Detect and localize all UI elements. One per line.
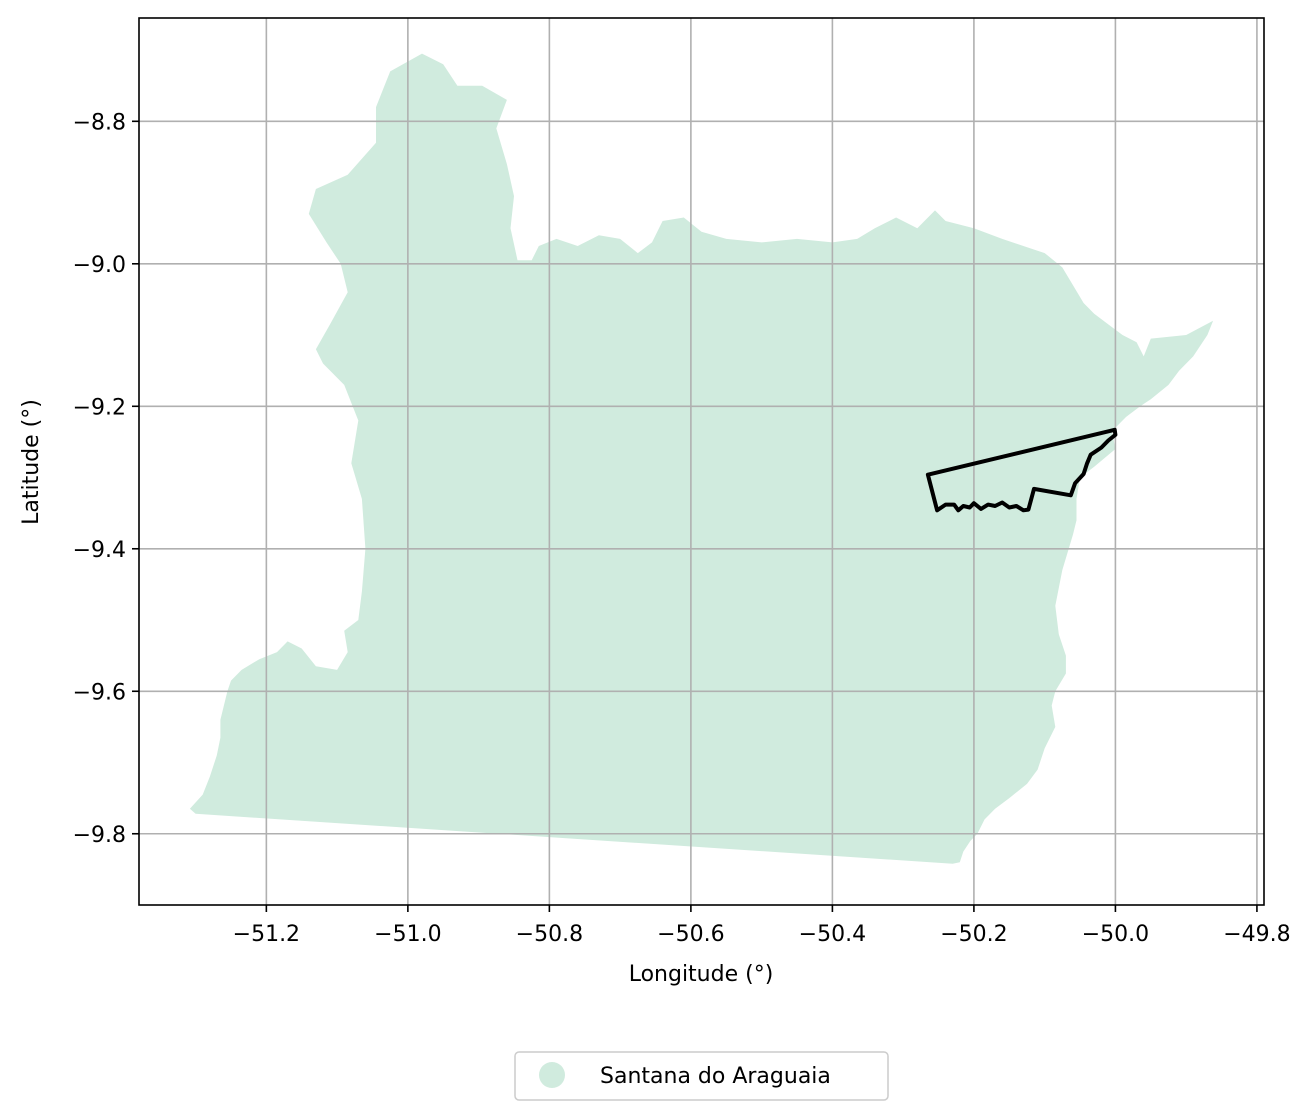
plot-area xyxy=(138,17,1265,906)
x-axis-label: Longitude (°) xyxy=(629,962,774,987)
y-tick-label: −9.0 xyxy=(73,253,126,278)
x-tick-label: −51.2 xyxy=(233,922,300,947)
y-tick-label: −8.8 xyxy=(73,110,126,135)
legend: Santana do Araguaia xyxy=(514,1051,889,1101)
y-tick-label: −9.6 xyxy=(73,680,126,705)
region-santana-do-araguaia xyxy=(189,53,1214,864)
x-tick-label: −50.4 xyxy=(799,922,866,947)
x-tick-label: −50.8 xyxy=(516,922,583,947)
legend-box xyxy=(514,1051,889,1101)
boundary-outline xyxy=(925,427,1118,513)
x-tick-label: −50.2 xyxy=(940,922,1007,947)
plot-frame xyxy=(138,17,1265,906)
region-layer xyxy=(189,53,1214,864)
y-tick-label: −9.4 xyxy=(73,538,126,563)
x-tick-label: −49.8 xyxy=(1223,922,1290,947)
legend-label-santana-do-araguaia: Santana do Araguaia xyxy=(600,1064,831,1089)
outline-layer xyxy=(925,427,1118,513)
grid-layer xyxy=(139,18,1264,905)
y-tick-label: −9.8 xyxy=(73,823,126,848)
y-axis-label: Latitude (°) xyxy=(19,399,44,525)
x-axis-ticks: −51.2 −51.0 −50.8 −50.6 −50.4 −50.2 −50.0 −49.8 xyxy=(233,905,1291,947)
y-tick-label: −9.2 xyxy=(73,395,126,420)
x-tick-label: −50.6 xyxy=(657,922,724,947)
y-axis-ticks: −8.8 −9.0 −9.2 −9.4 −9.6 −9.8 xyxy=(73,110,139,848)
legend-marker-santana-do-araguaia xyxy=(539,1062,565,1088)
x-tick-label: −51.0 xyxy=(374,922,441,947)
x-tick-label: −50.0 xyxy=(1082,922,1149,947)
